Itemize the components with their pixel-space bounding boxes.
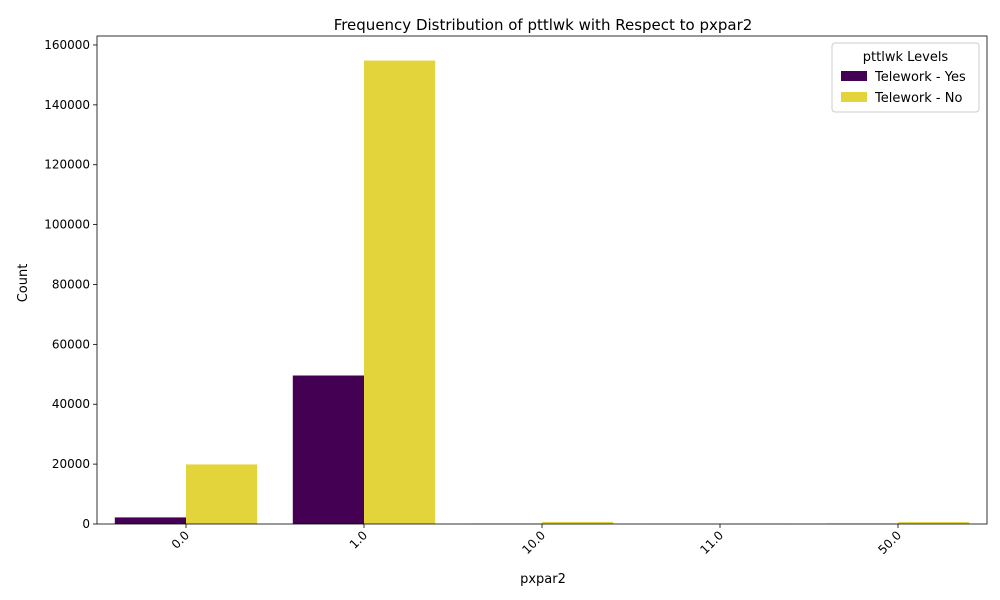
legend-title: pttlwk Levels [863, 50, 949, 65]
y-tick-label: 0 [82, 517, 90, 531]
x-axis-title: pxpar2 [520, 572, 566, 587]
chart-title: Frequency Distribution of pttlwk with Re… [334, 16, 753, 34]
bar-telework-no-4 [898, 522, 970, 524]
bar-telework-no-0 [186, 464, 258, 524]
legend: pttlwk Levels Telework - Yes Telework - No [831, 42, 980, 113]
x-tick-label: 1.0 [347, 528, 370, 551]
legend-label-telework-yes: Telework - Yes [874, 70, 966, 85]
x-tick-label: 0.0 [169, 528, 192, 551]
y-tick-label: 160000 [44, 38, 90, 52]
legend-swatch-telework-no [841, 92, 867, 102]
bar-telework-yes-0 [114, 517, 186, 524]
y-axis-title: Count [16, 264, 31, 303]
legend-box [831, 42, 980, 113]
y-tick-label: 40000 [52, 397, 90, 411]
bar-telework-no-2 [542, 521, 614, 524]
plot-area: 0 20000 40000 60000 80000 100000 120000 140000 1… [44, 35, 988, 557]
x-tick-label: 11.0 [697, 528, 726, 557]
legend-swatch-telework-yes [841, 71, 867, 81]
legend-label-telework-no: Telework - No [874, 91, 962, 106]
y-tick-label: 80000 [52, 277, 90, 291]
y-tick-label: 140000 [44, 98, 90, 112]
x-tick-label: 10.0 [519, 528, 548, 557]
y-tick-label: 100000 [44, 218, 90, 232]
bar-telework-yes-1 [292, 375, 364, 524]
y-tick-label: 120000 [44, 158, 90, 172]
bar-telework-no-1 [364, 60, 436, 525]
y-tick-label: 20000 [52, 457, 90, 471]
x-tick-label: 50.0 [875, 528, 904, 557]
y-tick-label: 60000 [52, 337, 90, 351]
